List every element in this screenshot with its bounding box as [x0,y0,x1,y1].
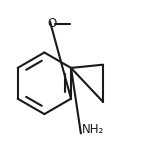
Text: O: O [48,17,57,30]
Text: NH₂: NH₂ [82,123,105,136]
